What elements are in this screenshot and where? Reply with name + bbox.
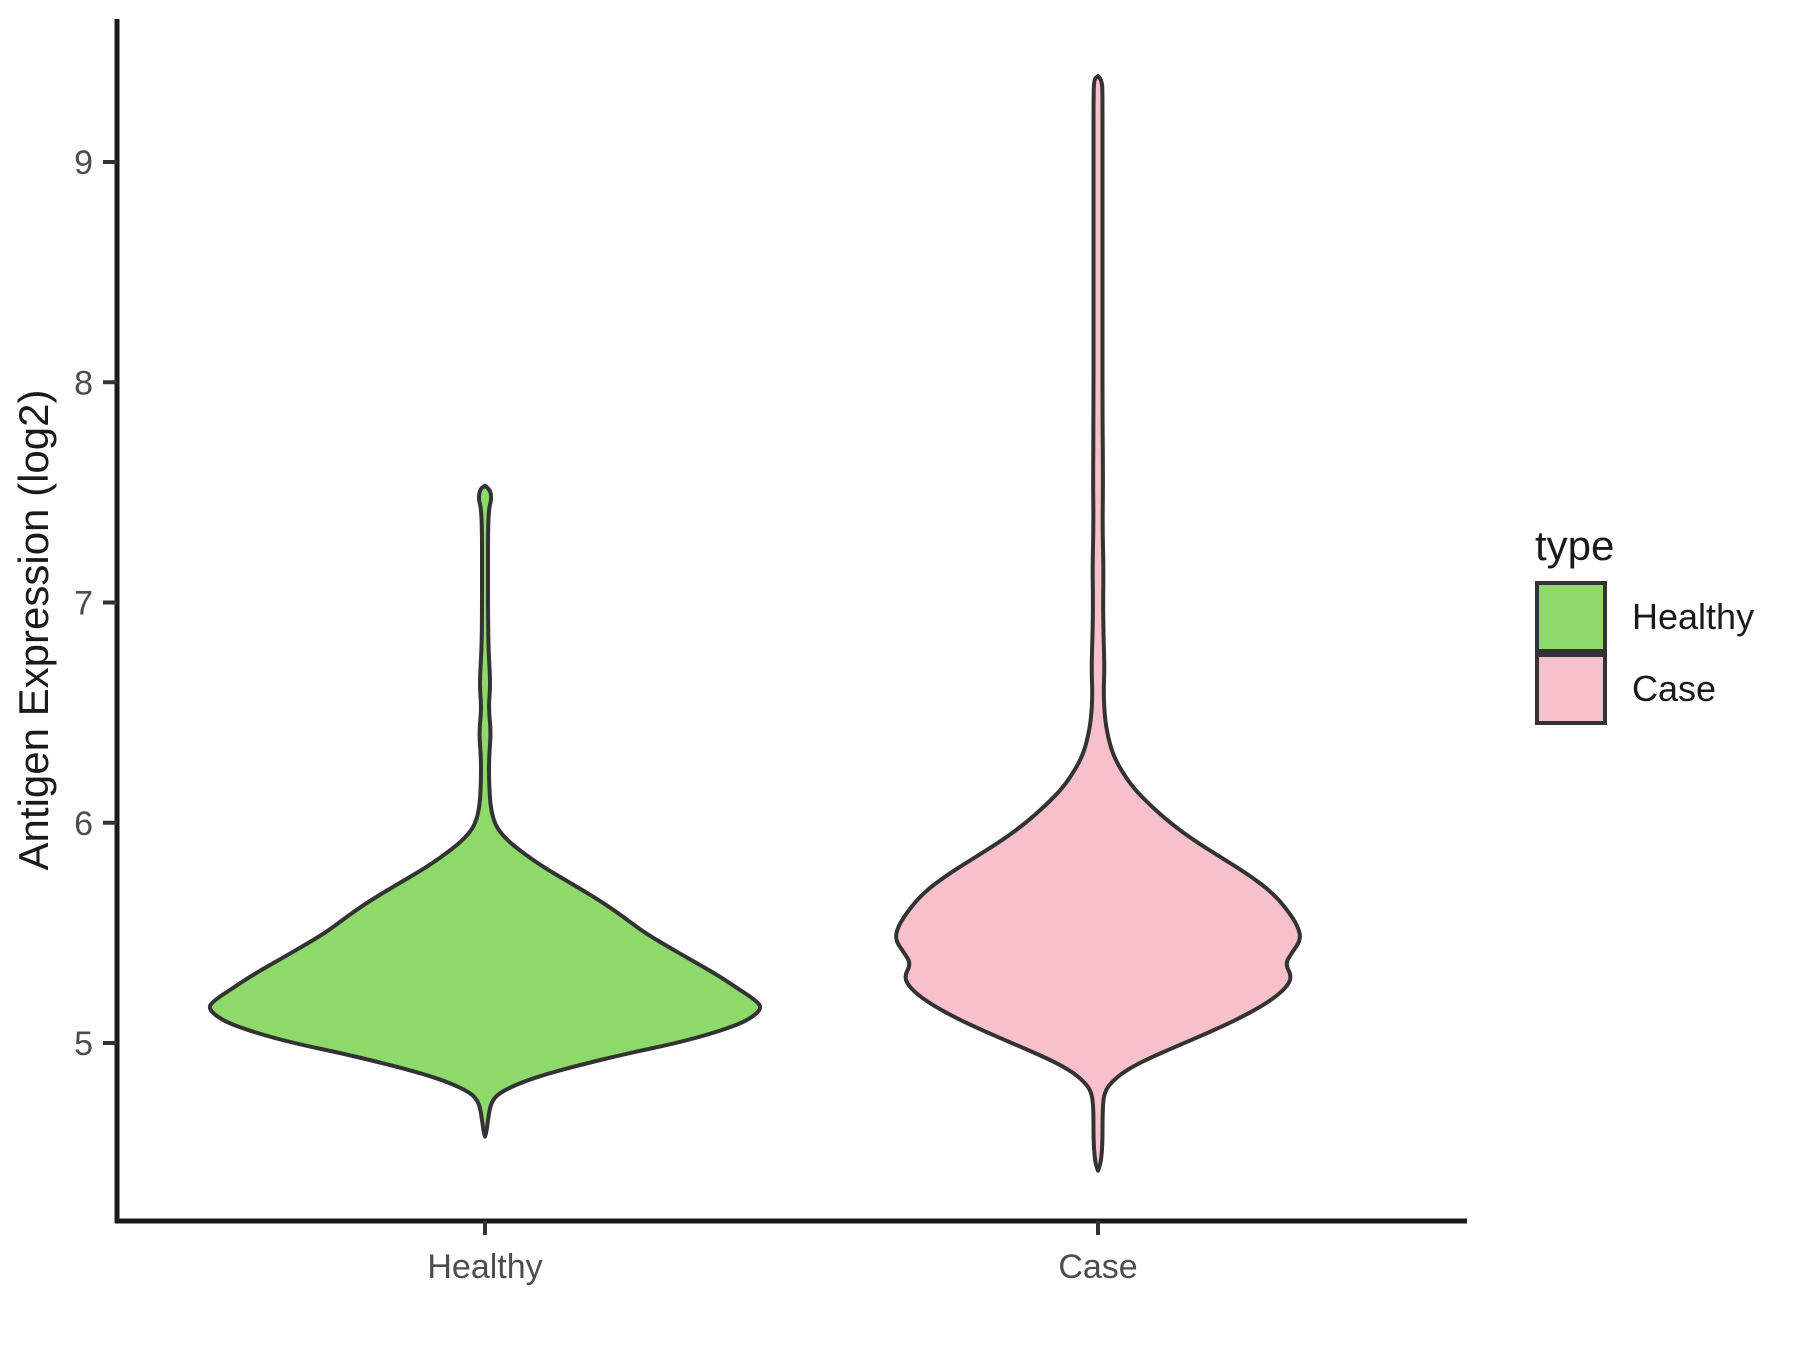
legend-title: type	[1535, 522, 1614, 569]
y-axis-tick-label: 9	[74, 144, 93, 182]
x-axis-tick-label: Case	[1058, 1248, 1137, 1286]
violin-healthy	[207, 483, 763, 1139]
legend-swatch-healthy	[1535, 581, 1607, 653]
x-axis-ticks: Healthy Case	[427, 1221, 1138, 1286]
x-axis-tick-label: Healthy	[427, 1248, 542, 1286]
y-axis-title: Antigen Expression (log2)	[10, 390, 57, 871]
legend-label-case: Case	[1632, 668, 1716, 709]
y-axis-tick-label: 6	[74, 805, 93, 843]
legend-swatch-case	[1535, 653, 1607, 725]
legend-label-healthy: Healthy	[1632, 596, 1754, 637]
y-axis-ticks: 5 6 7 8 9	[74, 144, 117, 1063]
legend: type Healthy Case	[1535, 522, 1754, 725]
violins-group	[207, 74, 1302, 1173]
violin-case	[894, 74, 1302, 1173]
y-axis-tick-label: 8	[74, 364, 93, 402]
y-axis-tick-label: 7	[74, 585, 93, 623]
y-axis-tick-label: 5	[74, 1025, 93, 1063]
